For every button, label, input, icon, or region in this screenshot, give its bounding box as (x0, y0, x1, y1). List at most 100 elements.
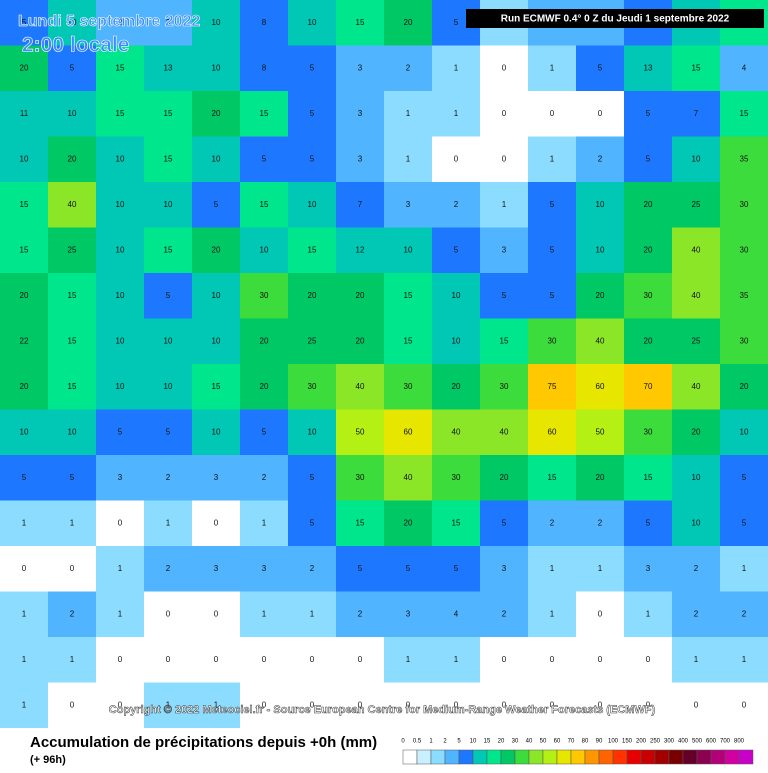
precip-cell (240, 409, 289, 456)
precip-cell (0, 318, 49, 365)
cell-value: 1 (550, 609, 555, 618)
cell-value: 1 (70, 518, 75, 527)
legend-swatch (542, 749, 558, 765)
precip-cell (720, 500, 768, 547)
precip-cell (480, 45, 529, 92)
cell-value: 0 (502, 700, 507, 709)
cell-value: 2 (166, 473, 171, 482)
date-line: Lundi 5 septembre 2022 (18, 13, 200, 30)
cell-value: 2 (262, 473, 267, 482)
precip-cell (144, 637, 193, 683)
cell-value: 1 (454, 109, 459, 118)
precip-cell (336, 0, 385, 46)
cell-value: 5 (550, 291, 555, 300)
cell-value: 15 (452, 518, 461, 527)
legend-tick: 600 (706, 739, 717, 745)
precip-cell (672, 273, 721, 319)
cell-value: 60 (548, 427, 557, 436)
precip-cell (672, 455, 721, 501)
precip-cell (288, 227, 337, 274)
legend-swatch (486, 749, 502, 765)
precip-cell (624, 682, 673, 729)
precip-cell (576, 455, 625, 501)
precip-cell (624, 546, 673, 592)
cell-value: 10 (116, 154, 125, 163)
precip-cell (336, 455, 385, 501)
legend-tick: 1 (429, 739, 433, 745)
precip-cell (144, 591, 193, 638)
cell-value: 1 (742, 655, 747, 664)
precip-cell (576, 182, 625, 228)
precip-cell (528, 591, 577, 638)
cell-value: 0 (646, 655, 651, 664)
cell-value: 5 (310, 473, 315, 482)
precip-cell (432, 591, 481, 638)
precip-cell (288, 364, 337, 410)
cell-value: 7 (358, 200, 363, 209)
precip-cell (48, 91, 97, 137)
precip-cell (288, 455, 337, 501)
cell-value: 15 (20, 245, 29, 254)
precip-cell (144, 182, 193, 228)
legend-swatch (654, 749, 670, 765)
cell-value: 0 (598, 655, 603, 664)
cell-value: 20 (596, 473, 605, 482)
cell-value: 1 (310, 609, 315, 618)
precip-cell (0, 455, 49, 501)
cell-value: 75 (548, 382, 557, 391)
precip-cell (336, 45, 385, 92)
cell-value: 4 (454, 609, 459, 618)
precip-cell (384, 546, 433, 592)
cell-value: 10 (212, 291, 221, 300)
precip-cell (480, 500, 529, 547)
cell-value: 1 (646, 609, 651, 618)
cell-value: 5 (646, 518, 651, 527)
precip-cell (528, 273, 577, 319)
cell-value: 30 (356, 473, 365, 482)
legend-tick: 0 (401, 739, 405, 745)
precip-cell (384, 45, 433, 92)
precip-cell (720, 182, 768, 228)
precip-cell (240, 318, 289, 365)
cell-value: 10 (740, 427, 749, 436)
legend-swatch (738, 749, 754, 765)
cell-value: 5 (454, 245, 459, 254)
cell-value: 30 (548, 336, 557, 345)
cell-value: 3 (214, 564, 219, 573)
cell-value: 5 (310, 518, 315, 527)
cell-value: 2 (454, 200, 459, 209)
cell-value: 20 (740, 382, 749, 391)
legend-swatch (514, 749, 530, 765)
cell-value: 40 (68, 200, 77, 209)
precip-cell (48, 591, 97, 638)
precip-cell (96, 0, 145, 46)
precip-cell (432, 455, 481, 501)
cell-value: 60 (404, 427, 413, 436)
cell-value: 3 (358, 63, 363, 72)
precip-cell (96, 500, 145, 547)
cell-value: 3 (406, 609, 411, 618)
precip-cell (720, 273, 768, 319)
cell-value: 15 (20, 200, 29, 209)
legend-title: Accumulation de précipitations depuis +0… (30, 734, 377, 751)
precip-cell (192, 273, 241, 319)
cell-value: 5 (262, 154, 267, 163)
precip-cell (240, 182, 289, 228)
precip-cell (336, 136, 385, 183)
precip-cell (672, 591, 721, 638)
precip-cell (672, 682, 721, 729)
cell-value: 30 (740, 336, 749, 345)
cell-value: 30 (452, 473, 461, 482)
precip-cell (672, 45, 721, 92)
precip-cell (144, 273, 193, 319)
legend-swatch (430, 749, 446, 765)
cell-value: 0 (406, 700, 411, 709)
cell-value: 3 (502, 564, 507, 573)
cell-value: 10 (692, 154, 701, 163)
precip-cell (336, 182, 385, 228)
precip-cell (48, 409, 97, 456)
cell-value: 10 (308, 427, 317, 436)
precip-cell (96, 364, 145, 410)
cell-value: 15 (644, 473, 653, 482)
precip-cell (144, 682, 193, 729)
